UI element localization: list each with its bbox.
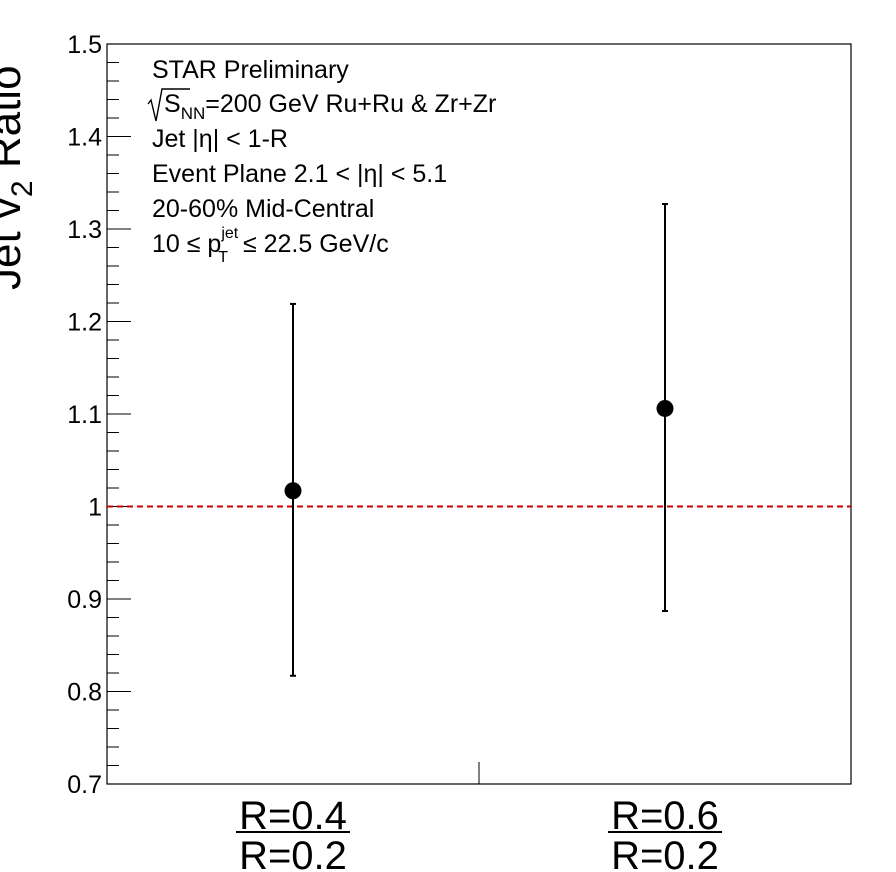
data-point-marker [284, 482, 302, 500]
annotation-jet-eta: Jet |η| < 1-R [152, 125, 288, 153]
x-label-numerator: R=0.4 [239, 794, 347, 838]
y-tick-label: 1 [88, 494, 102, 522]
sqrt-symbol-icon [147, 88, 190, 122]
annotation-block: STAR Preliminary SNN=200 GeV Ru+Ru & Zr+… [147, 56, 496, 266]
y-tick-label: 0.7 [67, 771, 102, 799]
annotation-energy: SNN=200 GeV Ru+Ru & Zr+Zr [147, 88, 496, 123]
data-points [284, 203, 674, 677]
plot-frame [106, 43, 852, 785]
annotation-centrality: 20-60% Mid-Central [152, 195, 374, 223]
y-tick-label: 1.4 [67, 124, 102, 152]
annotation-event-plane: Event Plane 2.1 < |η| < 5.1 [152, 160, 447, 188]
y-axis-title: Jet v2 Ratio [0, 65, 39, 290]
x-label-denominator: R=0.2 [611, 834, 719, 872]
x-label-denominator: R=0.2 [239, 834, 347, 872]
y-tick-label: 1.2 [67, 309, 102, 337]
y-axis-tick-labels: 0.7 0.8 0.9 1 1.1 1.2 1.3 1.4 1.5 [67, 31, 102, 799]
x-label-numerator: R=0.6 [611, 794, 719, 838]
y-tick-label: 0.8 [67, 679, 102, 707]
x-axis-category-labels: R=0.4R=0.2R=0.6R=0.2 [236, 794, 722, 872]
y-tick-label: 1.1 [67, 401, 102, 429]
y-tick-label: 0.9 [67, 586, 102, 614]
svg-text:SNN=200 GeV Ru+Ru & Zr+Zr: SNN=200 GeV Ru+Ru & Zr+Zr [164, 90, 496, 123]
annotation-star-preliminary: STAR Preliminary [152, 56, 349, 84]
y-axis-ticks [107, 43, 480, 785]
y-tick-label: 1.5 [67, 31, 102, 59]
annotation-pt-range: 10 ≤ pjet T ≤ 22.5 GeV/c [152, 225, 389, 266]
y-tick-label: 1.3 [67, 216, 102, 244]
data-point-marker [656, 399, 674, 417]
